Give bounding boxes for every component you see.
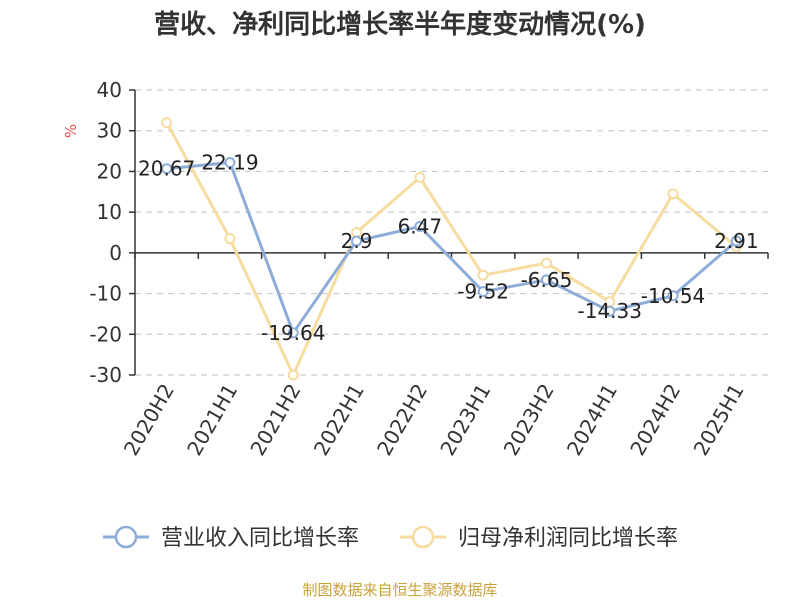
x-tick-label: 2025H1 — [689, 380, 749, 460]
series-line — [166, 161, 738, 335]
series-line — [165, 121, 738, 377]
data-label: -14.33 — [578, 299, 642, 323]
data-point — [477, 269, 489, 281]
data-label: -19.64 — [261, 321, 325, 345]
data-labels: 20.67 22.19 -19.64 2.9 6.47 -9.52 -6.65-14.33-… — [138, 151, 759, 345]
data-label: 2.91 — [714, 229, 759, 253]
y-tick-label: 0 — [109, 241, 122, 265]
y-axis-unit: % — [62, 124, 80, 138]
data-point — [414, 172, 426, 184]
series-layer — [161, 117, 742, 381]
data-label: -6.65 — [521, 268, 573, 292]
data-point — [351, 235, 363, 247]
legend-label: 归母净利润同比增长率 — [458, 526, 678, 551]
data-point — [540, 257, 552, 269]
data-label: 6.47 — [398, 215, 443, 239]
data-point — [224, 157, 236, 169]
x-tick-label: 2023H1 — [435, 380, 495, 460]
data-label: 22.19 — [201, 151, 258, 175]
y-tick-label: 10 — [97, 200, 122, 224]
legend-label: 营业收入同比增长率 — [161, 526, 359, 551]
x-tick-label: 2022H1 — [309, 380, 369, 460]
x-tick-label: 2024H1 — [562, 380, 622, 460]
grid-lines — [135, 89, 768, 376]
y-tick-label: -20 — [89, 322, 122, 346]
data-point — [604, 305, 616, 317]
x-tick-label: 2024H2 — [625, 380, 685, 460]
legend-marker — [114, 525, 138, 549]
y-tick-label: -30 — [89, 363, 122, 387]
data-point — [414, 221, 426, 233]
data-label: 2.9 — [341, 229, 373, 253]
x-tick-label: 2022H2 — [372, 380, 432, 460]
y-tick-label: 30 — [97, 119, 122, 143]
data-label: 20.67 — [138, 157, 195, 181]
data-point — [161, 163, 173, 175]
data-point — [287, 369, 299, 381]
data-point — [667, 290, 679, 302]
legend-marker — [411, 525, 435, 549]
y-tick-label: -10 — [89, 282, 122, 306]
data-label: -9.52 — [457, 280, 509, 304]
x-tick-label: 2021H2 — [245, 380, 305, 460]
data-point — [224, 233, 236, 245]
y-tick-label: 40 — [97, 78, 122, 102]
x-tick-label: 2023H2 — [499, 380, 559, 460]
data-point — [540, 274, 552, 286]
data-point — [667, 188, 679, 200]
data-point — [477, 286, 489, 298]
data-point — [730, 235, 742, 247]
x-tick-label: 2020H2 — [119, 380, 179, 460]
legend: 营业收入同比增长率 归母净利润同比增长率 — [103, 525, 678, 551]
y-tick-label: 20 — [97, 159, 122, 183]
chart-title: 营收、净利同比增长率半年度变动情况(%) — [154, 9, 646, 40]
data-point — [287, 327, 299, 339]
source-note: 制图数据来自恒生聚源数据库 — [302, 581, 497, 599]
x-tick-label: 2021H1 — [182, 380, 242, 460]
data-point — [161, 117, 173, 129]
data-label: -10.54 — [641, 284, 705, 308]
